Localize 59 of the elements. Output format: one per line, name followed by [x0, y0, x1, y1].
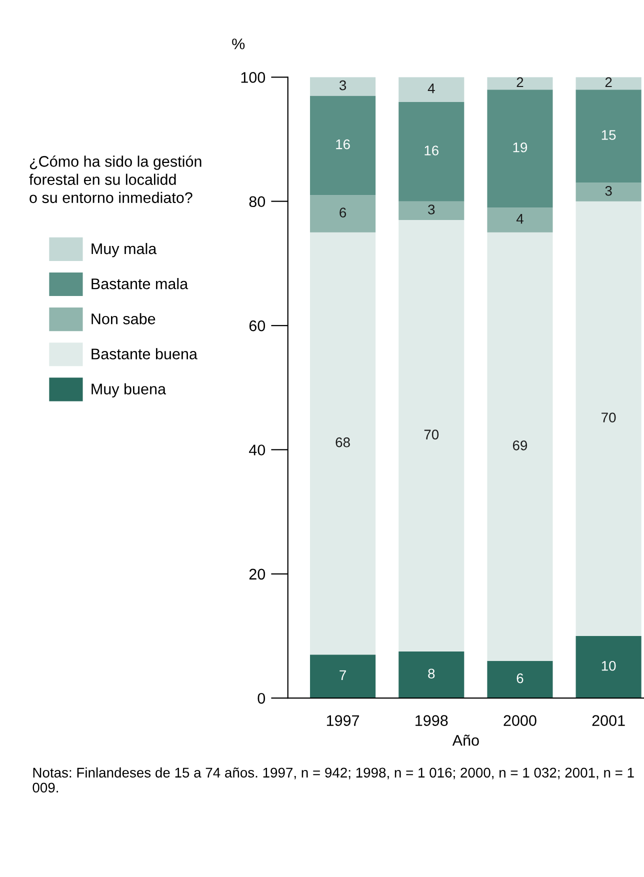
bar [487, 208, 553, 232]
data-label: 6 [516, 673, 524, 684]
legend-label: Non sabe [92, 313, 156, 324]
bar [398, 102, 464, 202]
data-label: 16 [424, 146, 438, 156]
y-tick-label: 60 [249, 320, 266, 332]
data-label: 4 [516, 214, 524, 224]
legend-title: ¿Cómo ha sido la gestión forestal en su localidd o su entorno inmediato? [29, 155, 202, 204]
bar [576, 77, 642, 90]
bar [310, 195, 376, 232]
legend-label: Muy buena [92, 383, 166, 398]
bar [576, 201, 642, 636]
data-label: 3 [428, 204, 435, 214]
y-axis-title: % [232, 38, 245, 50]
data-label: 3 [339, 80, 346, 90]
bar [487, 232, 553, 661]
legend-label: Bastante mala [92, 278, 188, 290]
bar [310, 96, 376, 196]
data-label: 15 [602, 130, 616, 140]
x-tick-label: 2001 [592, 715, 625, 726]
y-tick-label: 80 [249, 196, 266, 208]
data-label: 8 [428, 668, 435, 679]
text: Notas: Finlandeses de 15 a 74 años. 1997, n = 942; 1998, n = 1 016; 2000, n = 1 032; 2001, n = 1 009. [32, 767, 634, 793]
data-label: 7 [340, 670, 346, 680]
bar [310, 77, 376, 96]
bar [398, 201, 464, 220]
bar [398, 652, 464, 698]
data-label: 2 [605, 77, 612, 87]
legend-label: Muy mala [92, 242, 157, 258]
y-tick-label: 40 [249, 444, 266, 456]
x-tick-label: 1997 [326, 715, 360, 726]
x-tick-label: 1998 [416, 715, 448, 726]
bar [487, 660, 553, 698]
data-label: 69 [512, 440, 528, 450]
data-label: 19 [513, 142, 528, 152]
data-label: 6 [340, 208, 346, 218]
bar [398, 220, 464, 652]
data-label: 4 [428, 84, 435, 94]
x-tick-label: 2000 [504, 715, 536, 726]
bar [576, 182, 642, 202]
y-tick-label: 100 [241, 72, 266, 83]
data-label: 3 [605, 186, 612, 196]
bar [576, 636, 642, 698]
data-label: 70 [602, 412, 616, 422]
bar [310, 232, 376, 655]
bar [398, 77, 464, 102]
data-label: 70 [424, 430, 439, 440]
bar [487, 77, 553, 90]
data-label: 10 [602, 660, 616, 671]
y-tick-label: 0 [258, 692, 266, 704]
y-tick-label: 20 [249, 568, 266, 580]
legend-label: Bastante buena [92, 348, 198, 360]
bar [310, 654, 376, 698]
bar [576, 90, 642, 183]
bar [487, 90, 553, 208]
data-label: 2 [516, 77, 524, 87]
data-label: 16 [336, 139, 350, 150]
data-label: 68 [336, 437, 350, 448]
x-axis-title: Año [452, 734, 479, 746]
